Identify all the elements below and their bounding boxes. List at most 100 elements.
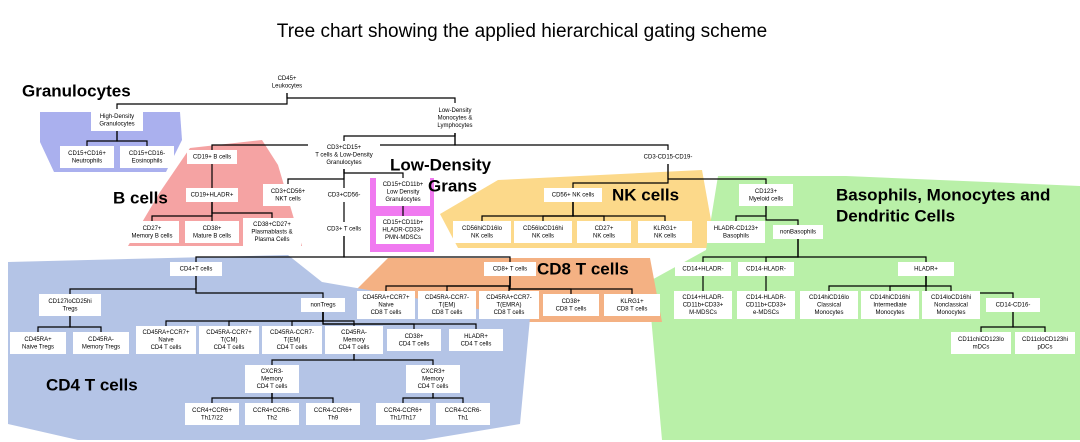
node-label: CD45RA-	[341, 330, 367, 336]
node: CD19+HLADR+	[186, 188, 238, 202]
edge	[667, 164, 767, 184]
node-box	[325, 326, 383, 354]
group-label: B cells	[113, 188, 168, 207]
node: CD123+Myeloid cells	[739, 184, 793, 206]
node-label: Neutrophils	[72, 158, 102, 164]
node-label: Low-Density	[438, 108, 471, 114]
node: CD14+HLADR-	[675, 262, 731, 276]
node: CD14-CD16-	[986, 298, 1040, 312]
node: CD19+ B cells	[187, 150, 237, 164]
node: CCR4-CCR6+Th9	[306, 403, 360, 425]
node: nonBasophils	[773, 225, 823, 239]
edge	[271, 393, 334, 403]
node: CD15+CD16+Neutrophils	[60, 146, 114, 168]
node-label: Granulocytes	[99, 121, 134, 127]
group-label: CD8 T cells	[537, 259, 629, 278]
node-label: Monocytes	[875, 310, 904, 316]
node-label: CD56+ NK cells	[552, 193, 595, 199]
edge	[343, 169, 404, 178]
node-box	[544, 188, 602, 202]
node-box	[484, 262, 536, 276]
node: CD14+HLADR- CD11b+CD33+M-MDSCs	[674, 291, 732, 319]
node-label: Intermediate	[873, 303, 907, 309]
node-label: CD45RA-CCR7+	[206, 330, 252, 336]
node-label: nonTregs	[310, 303, 335, 309]
node-label: NK cells	[532, 233, 554, 239]
node-label: Memory	[261, 377, 283, 383]
node-box	[262, 326, 322, 354]
edge	[195, 276, 324, 298]
node-label: CD45RA+CCR7+	[142, 330, 190, 336]
node-box	[10, 332, 66, 354]
node-label: Tregs	[62, 306, 77, 312]
node: KLRG1+CD8 T cells	[604, 294, 660, 316]
node-label: CD19+HLADR+	[191, 193, 234, 199]
node: CD15+CD16-Eosinophils	[120, 146, 174, 168]
node: CD4+T cells	[170, 262, 222, 276]
node: CD3+CD56+NKT cells	[263, 184, 313, 206]
node-label: Plasma Cells	[254, 237, 289, 243]
node-box	[604, 294, 660, 316]
node-label: CD4 T cells	[277, 345, 308, 351]
node-box	[418, 291, 476, 319]
node-box	[185, 403, 239, 425]
node-label: T(EM)	[284, 338, 301, 344]
edge	[765, 206, 799, 225]
node-label: Th9	[328, 415, 339, 421]
node-box	[675, 262, 731, 276]
node-label: CD14+HLADR-	[682, 295, 723, 301]
node-label: Monocytes	[936, 310, 965, 316]
edge	[322, 312, 477, 329]
node-box	[543, 294, 599, 316]
node-label: T(CM)	[221, 338, 238, 344]
node-label: T cells & Low-Density	[315, 153, 373, 159]
node-label: CD15+CD16+	[68, 151, 106, 157]
node-label: CD56loCD16hi	[523, 226, 563, 232]
node-box	[187, 150, 237, 164]
node-label: CD4 T cells	[339, 345, 370, 351]
node-label: CD4 T cells	[461, 341, 492, 347]
node-label: PMN-MDSCs	[385, 235, 421, 241]
node-box	[773, 225, 823, 239]
node-label: CD11cloCD123hi	[1022, 337, 1068, 343]
node-box	[199, 326, 259, 354]
node-label: CD14loCD16hi	[931, 295, 971, 301]
node-label: CD45RA+CCR7-	[486, 295, 532, 301]
node: KLRG1+NK cells	[638, 221, 692, 243]
node-label: CD45RA+	[24, 337, 52, 343]
node-label: Mature B cells	[193, 233, 231, 239]
node: CD27+Memory B cells	[125, 221, 179, 243]
node-label: CD45RA-CCR7-	[425, 295, 469, 301]
node-label: T(EM)	[439, 303, 456, 309]
node-label: CD8 T cells	[371, 310, 402, 316]
node-label: CD45RA-CCR7-	[270, 330, 314, 336]
node-box	[170, 262, 222, 276]
edges	[37, 93, 1046, 403]
node-box	[429, 103, 481, 133]
node-label: CD8 T cells	[617, 306, 648, 312]
node-label: Granulocytes	[326, 160, 361, 166]
node-label: Naive Tregs	[22, 344, 54, 350]
node-label: Naive	[378, 303, 394, 309]
node-box	[243, 218, 301, 246]
node: CCR4+CCR6-Th2	[245, 403, 299, 425]
node-label: CD38+CD27+	[253, 222, 291, 228]
node: CD38+Mature B cells	[185, 221, 239, 243]
node-box	[136, 326, 196, 354]
node-box	[514, 221, 572, 243]
node-label: Myeloid cells	[749, 196, 783, 202]
node-box	[674, 291, 732, 319]
node-box	[186, 188, 238, 202]
node-box	[986, 298, 1040, 312]
node-label: CD4+T cells	[180, 267, 213, 273]
node-label: CD14hiCD16lo	[809, 295, 850, 301]
node-label: HLADR+	[914, 267, 938, 273]
node-box	[1015, 332, 1075, 354]
